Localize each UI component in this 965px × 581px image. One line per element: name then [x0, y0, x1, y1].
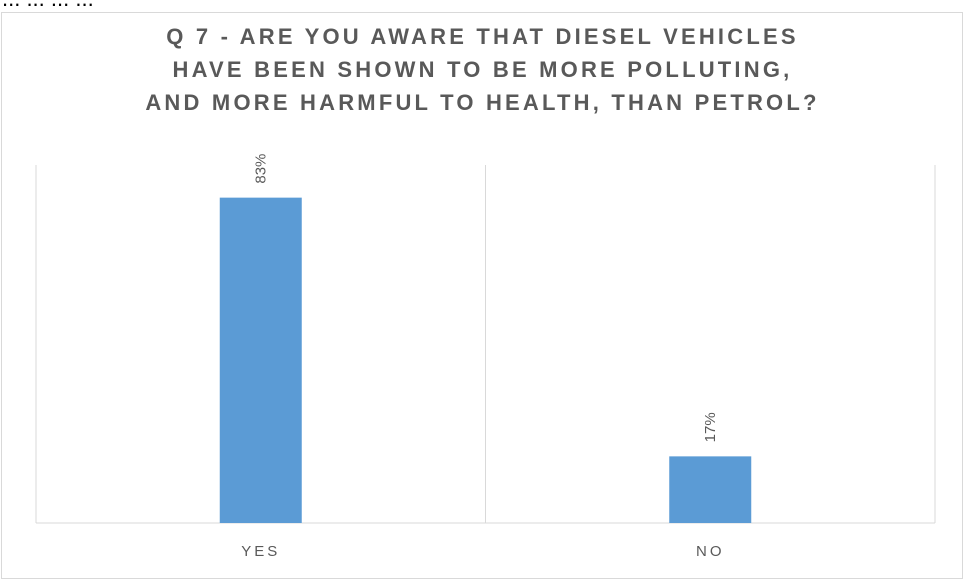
partial-caption-strip: ... ... ... ...: [0, 0, 965, 12]
x-tick-label-yes: YES: [241, 543, 280, 560]
data-label-no: 17%: [702, 412, 719, 442]
data-label-yes: 83%: [253, 154, 270, 184]
chart-frame: [1, 12, 963, 579]
chart-title-line-1: Q 7 - ARE YOU AWARE THAT DIESEL VEHICLES: [166, 24, 799, 49]
chart-title-line-3: AND MORE HARMFUL TO HEALTH, THAN PETROL?: [145, 90, 820, 115]
chart-title: Q 7 - ARE YOU AWARE THAT DIESEL VEHICLES…: [0, 20, 965, 119]
chart-title-line-2: HAVE BEEN SHOWN TO BE MORE POLLUTING,: [172, 57, 793, 82]
x-tick-label-no: NO: [696, 543, 725, 560]
partial-caption-text: ... ... ... ...: [2, 0, 94, 12]
bar-yes: [219, 197, 302, 523]
bar-no: [669, 456, 752, 523]
